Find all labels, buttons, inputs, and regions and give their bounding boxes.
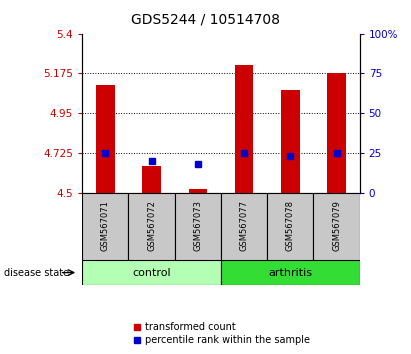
Text: GSM567072: GSM567072 xyxy=(147,200,156,251)
Text: GSM567078: GSM567078 xyxy=(286,200,295,251)
Text: GSM567071: GSM567071 xyxy=(101,200,110,251)
Text: GSM567079: GSM567079 xyxy=(332,200,341,251)
Text: GSM567077: GSM567077 xyxy=(240,200,249,251)
Bar xyxy=(96,85,115,193)
Bar xyxy=(221,193,267,260)
Bar xyxy=(189,189,207,193)
Bar xyxy=(221,260,360,285)
Bar xyxy=(142,166,161,193)
Text: disease state: disease state xyxy=(4,268,69,278)
Text: arthritis: arthritis xyxy=(268,268,312,278)
Bar xyxy=(327,74,346,193)
Legend: transformed count, percentile rank within the sample: transformed count, percentile rank withi… xyxy=(130,319,314,349)
Text: GDS5244 / 10514708: GDS5244 / 10514708 xyxy=(131,12,280,27)
Bar xyxy=(82,193,128,260)
Bar xyxy=(235,65,253,193)
Text: GSM567073: GSM567073 xyxy=(193,200,202,251)
Bar xyxy=(281,90,300,193)
Bar xyxy=(175,193,221,260)
Bar xyxy=(313,193,360,260)
Bar xyxy=(82,260,221,285)
Bar xyxy=(128,193,175,260)
Text: control: control xyxy=(132,268,171,278)
Bar xyxy=(267,193,314,260)
